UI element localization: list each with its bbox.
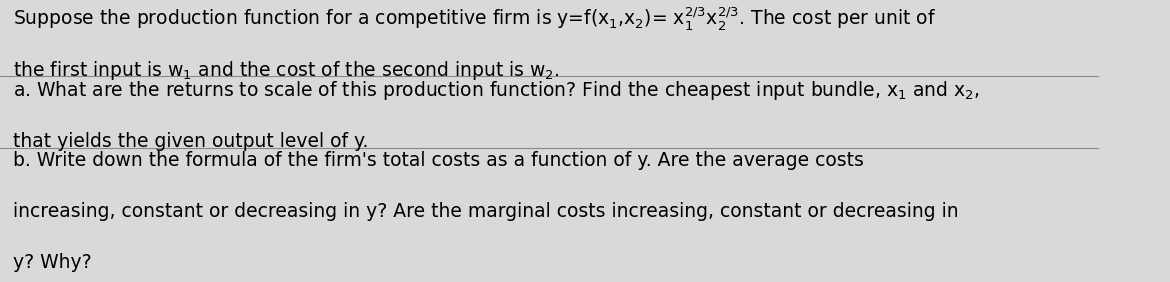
Text: increasing, constant or decreasing in y? Are the marginal costs increasing, cons: increasing, constant or decreasing in y?… xyxy=(13,202,958,221)
Text: y? Why?: y? Why? xyxy=(13,254,91,272)
Text: that yields the given output level of y.: that yields the given output level of y. xyxy=(13,133,369,151)
Text: b. Write down the formula of the firm's total costs as a function of y. Are the : b. Write down the formula of the firm's … xyxy=(13,151,865,170)
Text: Suppose the production function for a competitive firm is y=f(x$_1$,x$_2$)= x$_1: Suppose the production function for a co… xyxy=(13,6,936,33)
Text: a. What are the returns to scale of this production function? Find the cheapest : a. What are the returns to scale of this… xyxy=(13,80,980,102)
Text: the first input is w$_1$ and the cost of the second input is w$_2$.: the first input is w$_1$ and the cost of… xyxy=(13,59,560,82)
